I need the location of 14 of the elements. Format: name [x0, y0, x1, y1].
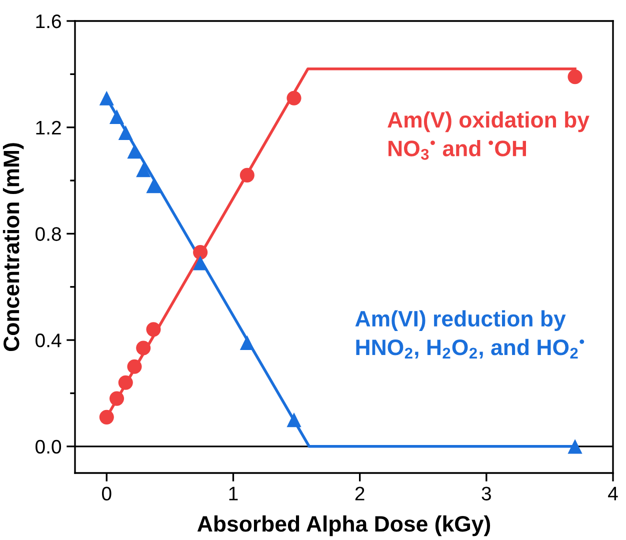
- text: Am(VI) reduction by HNO$_{2}$, H$_{2}$O$_{2}$, and HO$_{2}$$^{•}$: [355, 310, 584, 359]
- x-tick-label: 3: [482, 486, 491, 500]
- x-axis-title: Absorbed Alpha Dose (kGy): [197, 515, 490, 536]
- y-tick-label: 1.2: [36, 120, 61, 134]
- y-tick-label: 0.0: [36, 440, 62, 454]
- x-tick-label: 4: [608, 486, 618, 500]
- x-tick-label: 2: [355, 486, 364, 500]
- y-tick-label: 0.8: [36, 227, 61, 241]
- annotation: Am(V) oxidation by NO$_{3}$$^{•}$ and $^{•}$OH: [388, 111, 590, 160]
- y-tick-label: 0.4: [36, 334, 62, 348]
- y-axis-title: Concentration (mM): [2, 143, 24, 352]
- y-tick-label: 1.6: [36, 14, 61, 28]
- x-tick-label: 0: [102, 486, 112, 500]
- x-tick-label: 1: [229, 486, 238, 500]
